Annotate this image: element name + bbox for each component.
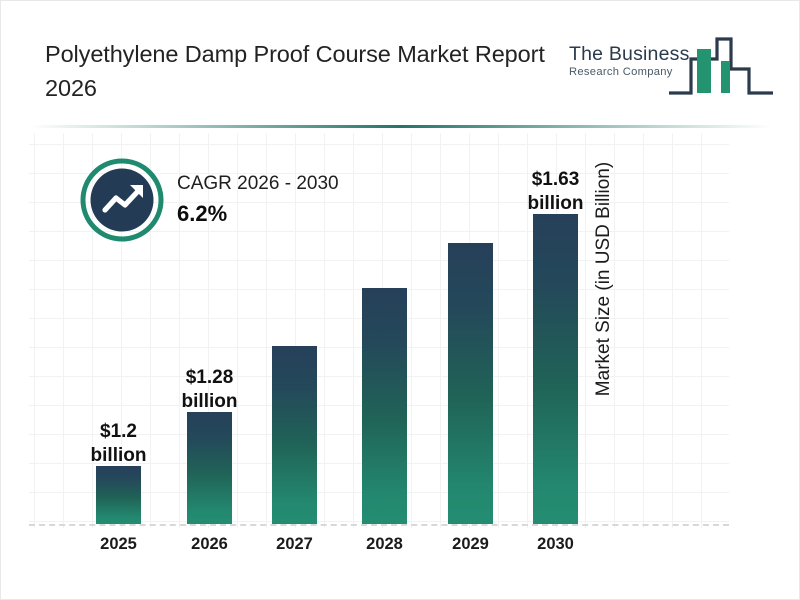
bar-value-amount: $1.63 (531, 169, 580, 190)
logo-secondary-text: Research Company (569, 66, 673, 78)
cagr-text-block: CAGR 2026 - 2030 6.2% (177, 171, 417, 229)
bar-value-unit: billion (90, 445, 147, 466)
x-axis-tick-2028: 2028 (366, 535, 403, 553)
x-axis: 2025 2026 2027 2028 2029 2030 (29, 531, 729, 565)
header: Polyethylene Damp Proof Course Market Re… (1, 1, 799, 119)
cagr-value: 6.2% (177, 201, 228, 226)
logo-text: The Business Research Company (569, 43, 697, 79)
bar-value-label-2030: $1.63 billion (501, 168, 611, 216)
bar-2027 (272, 346, 317, 524)
bar-2026 (187, 412, 232, 524)
bar-value-unit: billion (527, 193, 584, 214)
bar-2025 (96, 466, 141, 524)
plot-area: $1.2 billion $1.28 billion $1.63 billion (29, 133, 729, 528)
bar-series: $1.2 billion $1.28 billion $1.63 billion (29, 133, 729, 528)
header-divider (29, 125, 773, 128)
x-axis-tick-2025: 2025 (100, 535, 137, 553)
bar-2029 (448, 243, 493, 524)
trending-up-icon (102, 185, 143, 213)
y-axis-title: Market Size (in USD Billion) (593, 161, 614, 397)
cagr-period-label: CAGR 2026 - 2030 (177, 173, 339, 194)
cagr-badge: CAGR 2026 - 2030 6.2% (79, 157, 409, 247)
axis-baseline (29, 524, 729, 526)
cagr-icon-circle (79, 157, 165, 243)
x-axis-tick-2027: 2027 (276, 535, 313, 553)
bar-value-unit: billion (181, 391, 238, 412)
bar-value-amount: $1.2 (100, 421, 137, 442)
x-axis-tick-2030: 2030 (537, 535, 574, 553)
bar-2030 (533, 214, 578, 524)
bar-value-label-2026: $1.28 billion (155, 366, 265, 414)
bar-chart-logo-mark (669, 31, 773, 101)
page-title: Polyethylene Damp Proof Course Market Re… (45, 41, 545, 101)
bar-2028 (362, 288, 407, 524)
logo-primary-text: The Business (569, 43, 690, 65)
bar-value-label-2025: $1.2 billion (64, 420, 174, 468)
x-axis-tick-2026: 2026 (191, 535, 228, 553)
x-axis-tick-2029: 2029 (452, 535, 489, 553)
company-logo: The Business Research Company (569, 31, 773, 101)
bar-value-amount: $1.28 (185, 367, 234, 388)
